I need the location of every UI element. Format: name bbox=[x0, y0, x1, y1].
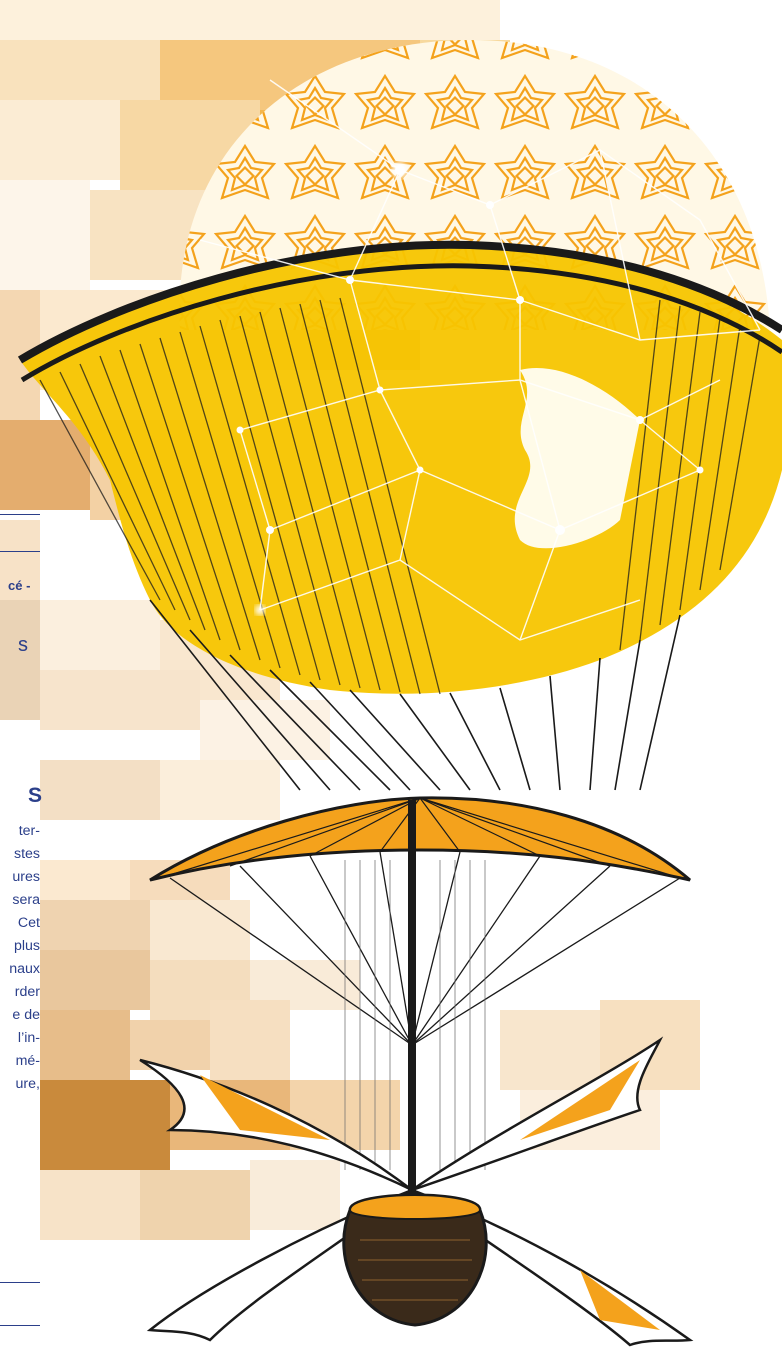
mosaic-tile bbox=[40, 950, 150, 1010]
mosaic-tile bbox=[150, 900, 250, 960]
network-nodes bbox=[236, 162, 704, 615]
mosaic-tile bbox=[40, 1080, 170, 1170]
section-heading-fragment: S bbox=[27, 784, 42, 807]
body-line: rder bbox=[14, 984, 40, 1000]
body-line: naux bbox=[9, 961, 40, 977]
mosaic-tile bbox=[40, 1010, 130, 1080]
mosaic-tile bbox=[140, 1170, 250, 1240]
text-fragment-line1: cé - bbox=[8, 578, 31, 593]
gondola-basket bbox=[342, 1193, 488, 1327]
rigging-lines bbox=[344, 860, 486, 1170]
divider-bottom-1 bbox=[0, 1282, 40, 1283]
mosaic-tile bbox=[0, 600, 40, 720]
canopy-ribs bbox=[169, 851, 681, 1046]
mosaic-tile bbox=[0, 520, 40, 600]
divider-bottom-2 bbox=[0, 1325, 40, 1326]
balloon-cutout bbox=[514, 368, 640, 549]
divider-mid bbox=[0, 551, 40, 552]
body-line: ure, bbox=[15, 1076, 40, 1092]
mosaic-tile bbox=[40, 860, 130, 900]
divider-top bbox=[0, 514, 40, 515]
mosaic-tile bbox=[160, 760, 280, 820]
mosaic-tile bbox=[210, 1000, 290, 1080]
suspension-lines bbox=[149, 599, 681, 791]
mosaic-tile bbox=[200, 700, 330, 760]
body-line: ter- bbox=[18, 823, 40, 839]
body-line: mé- bbox=[15, 1053, 40, 1069]
mosaic-tile bbox=[40, 760, 160, 820]
body-paragraph-fragment: ter- stes ures sera Cet plus naux rder e… bbox=[0, 820, 40, 1096]
network-lines bbox=[199, 79, 761, 641]
mosaic-tile bbox=[250, 1160, 340, 1230]
mosaic-tile bbox=[0, 420, 90, 510]
balloon-envelope bbox=[20, 244, 782, 694]
mosaic-tile bbox=[0, 40, 160, 100]
body-line: Cet bbox=[17, 915, 40, 931]
body-line: e de bbox=[12, 1007, 40, 1023]
body-line: plus bbox=[13, 938, 40, 954]
balloon-truss-rim bbox=[17, 240, 782, 383]
umbrella-canopy bbox=[149, 796, 691, 882]
body-line: l’in- bbox=[17, 1030, 40, 1046]
mosaic-tile bbox=[0, 100, 120, 180]
body-line: sera bbox=[12, 892, 40, 908]
body-line: ures bbox=[12, 869, 40, 885]
mosaic-tile bbox=[0, 180, 90, 290]
central-mast bbox=[408, 800, 416, 1220]
body-line: stes bbox=[13, 846, 40, 862]
mosaic-tile bbox=[40, 670, 200, 730]
text-fragment-line2: s bbox=[18, 634, 28, 656]
mosaic-tile bbox=[0, 0, 500, 40]
mosaic-tile bbox=[40, 600, 160, 670]
mosaic-tile bbox=[40, 1170, 140, 1240]
mosaic-tile bbox=[40, 900, 150, 950]
